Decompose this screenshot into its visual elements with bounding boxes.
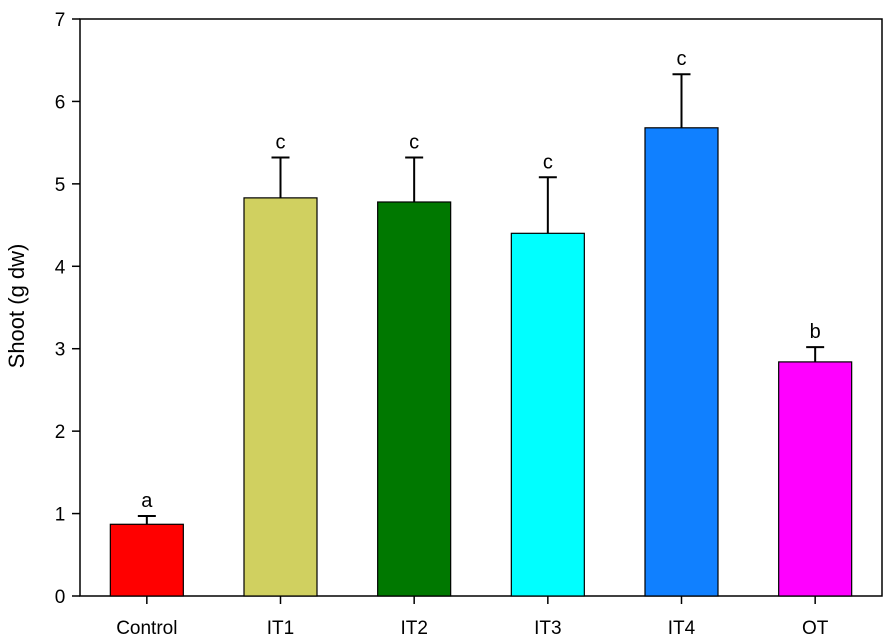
- x-tick-label: IT1: [267, 618, 294, 639]
- bar: [778, 361, 853, 597]
- plot-area: 0 1 2 3 4 5 6 7 Control a IT1 c IT2 c IT3 c IT4 c OT b: [55, 10, 883, 639]
- bar: [377, 201, 452, 597]
- bar: [243, 197, 318, 597]
- x-tick-label: IT2: [400, 618, 427, 639]
- bar: [644, 127, 719, 597]
- y-tick-label: 1: [55, 505, 66, 526]
- significance-label: c: [677, 48, 687, 70]
- x-tick-label: IT4: [668, 618, 696, 639]
- plot-frame: [79, 18, 883, 597]
- y-tick-label: 5: [55, 175, 66, 196]
- y-tick-label: 7: [55, 10, 66, 31]
- x-tick-label: Control: [116, 618, 177, 639]
- significance-label: c: [543, 151, 553, 173]
- significance-label: b: [810, 321, 821, 343]
- significance-label: a: [141, 490, 153, 512]
- y-axis-title: Shoot (g dw): [4, 244, 29, 369]
- bar: [510, 232, 585, 597]
- significance-label: c: [276, 131, 286, 153]
- y-tick-label: 0: [55, 587, 66, 608]
- bar: [109, 523, 184, 597]
- y-tick-label: 2: [55, 422, 66, 443]
- x-tick-label: OT: [802, 618, 829, 639]
- significance-label: c: [409, 131, 419, 153]
- y-tick-label: 3: [55, 340, 66, 361]
- x-tick-label: IT3: [534, 618, 561, 639]
- y-tick-label: 4: [55, 257, 66, 278]
- y-tick-label: 6: [55, 92, 66, 113]
